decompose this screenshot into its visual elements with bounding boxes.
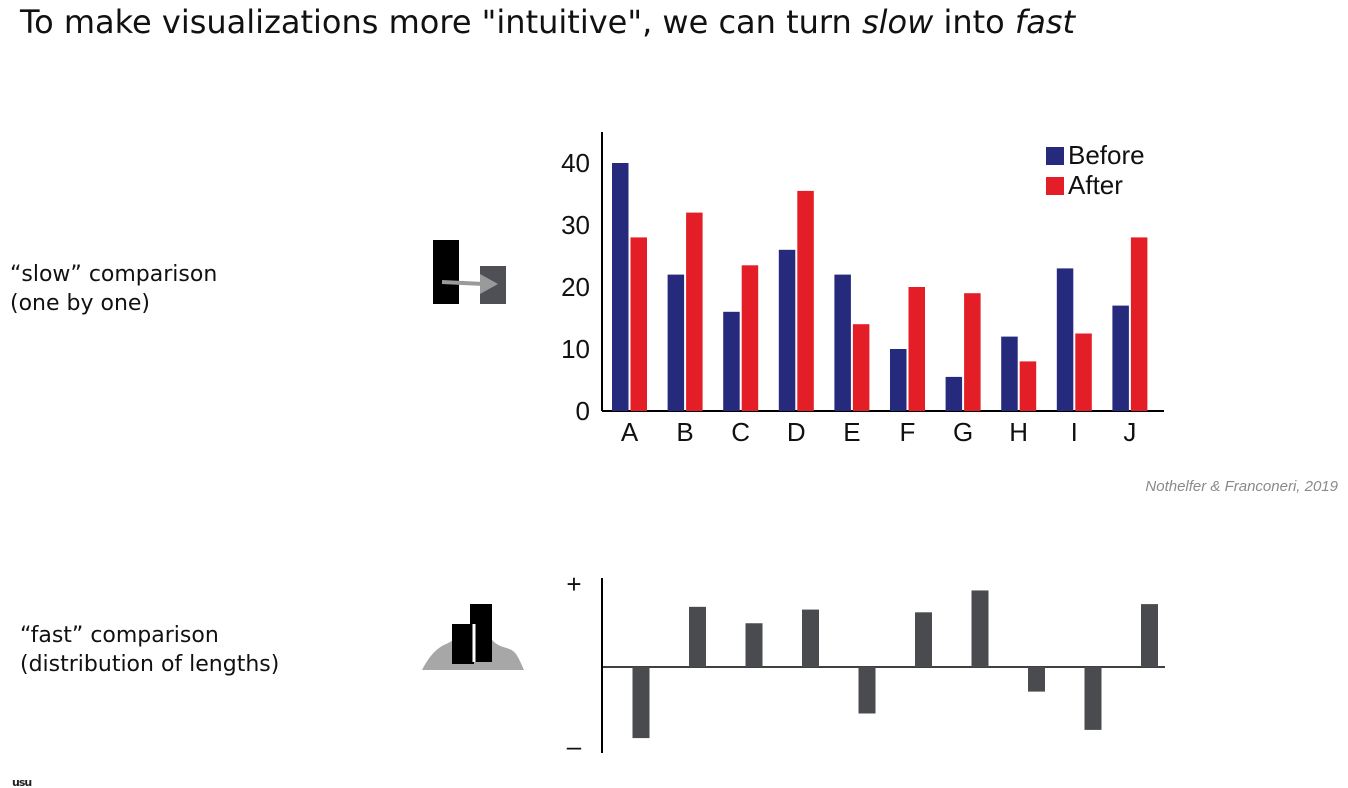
length-distribution-icon	[418, 598, 528, 672]
bar-after-A	[630, 237, 647, 411]
y-tick-label: 20	[561, 272, 590, 302]
bar-after-C	[741, 265, 759, 411]
legend-swatch-after	[1046, 177, 1064, 195]
bar-after-F	[908, 287, 925, 411]
x-tick-label: D	[787, 417, 806, 447]
fast-label-line2: (distribution of lengths)	[20, 652, 280, 677]
x-tick-label: F	[900, 417, 916, 447]
y-tick-plus: +	[566, 569, 581, 599]
difference-bar-J	[1141, 604, 1158, 667]
difference-bar-A	[632, 667, 650, 739]
y-tick-minus: –	[567, 731, 582, 758]
title-fast-word: fast	[1014, 3, 1076, 41]
difference-bar-I	[1084, 667, 1102, 730]
bar-after-D	[797, 190, 814, 411]
x-tick-label: C	[731, 417, 750, 447]
page-title: To make visualizations more "intuitive",…	[20, 3, 1076, 41]
x-tick-label: H	[1009, 417, 1028, 447]
citation: Nothelfer & Franconeri, 2019	[1145, 478, 1338, 495]
y-tick-label: 40	[561, 148, 590, 178]
slow-label-line2: (one by one)	[10, 291, 151, 316]
y-tick-label: 10	[561, 334, 590, 364]
bar-after-B	[686, 212, 703, 411]
difference-bar-chart: + –	[555, 568, 1175, 761]
side-by-side-compare-icon	[428, 236, 512, 308]
legend-swatch-before	[1046, 147, 1064, 165]
difference-bar-D	[802, 609, 819, 667]
bar-after-G	[964, 293, 981, 411]
x-tick-label: I	[1071, 417, 1078, 447]
bar-before-J	[1112, 305, 1129, 411]
bar-before-G	[945, 376, 963, 411]
bar-before-I	[1056, 268, 1074, 411]
bar-after-E	[852, 324, 870, 411]
bar-after-H	[1019, 361, 1037, 411]
bar-before-E	[834, 274, 851, 411]
difference-bar-E	[858, 667, 876, 714]
bar-before-F	[890, 349, 907, 411]
difference-bar-H	[1028, 667, 1045, 692]
x-tick-label: E	[843, 417, 860, 447]
title-slow-word: slow	[861, 3, 934, 41]
bar-before-C	[723, 311, 740, 411]
bar-after-J	[1130, 237, 1148, 411]
fast-comparison-label: “fast” comparison (distribution of lengt…	[20, 621, 279, 679]
difference-bar-C	[745, 623, 763, 667]
difference-bar-F	[915, 612, 932, 667]
before-after-bar-chart: 0 10 20 30 40 A B C D E F G H I J Before After	[540, 120, 1200, 460]
x-tick-label: B	[676, 417, 693, 447]
difference-bar-G	[971, 590, 989, 667]
x-tick-label: A	[621, 417, 639, 447]
difference-chart-svg: +–	[566, 569, 1165, 761]
y-tick-label: 30	[561, 210, 590, 240]
footer-logo: usu	[12, 776, 32, 788]
y-tick-label: 0	[576, 396, 590, 426]
slow-comparison-label: “slow” comparison (one by one)	[10, 260, 217, 318]
bar-before-A	[612, 163, 629, 411]
bar-before-H	[1001, 336, 1018, 411]
slow-label-line1: “slow” comparison	[10, 262, 218, 287]
x-tick-label: J	[1123, 417, 1136, 447]
bar-after-I	[1075, 333, 1092, 411]
x-tick-label: G	[953, 417, 973, 447]
legend-label-before: Before	[1068, 140, 1145, 170]
bar-before-B	[667, 274, 685, 411]
fast-label-line1: “fast” comparison	[20, 623, 219, 648]
legend-label-after: After	[1068, 170, 1123, 200]
difference-bar-B	[689, 606, 706, 667]
bar-before-D	[778, 249, 796, 411]
